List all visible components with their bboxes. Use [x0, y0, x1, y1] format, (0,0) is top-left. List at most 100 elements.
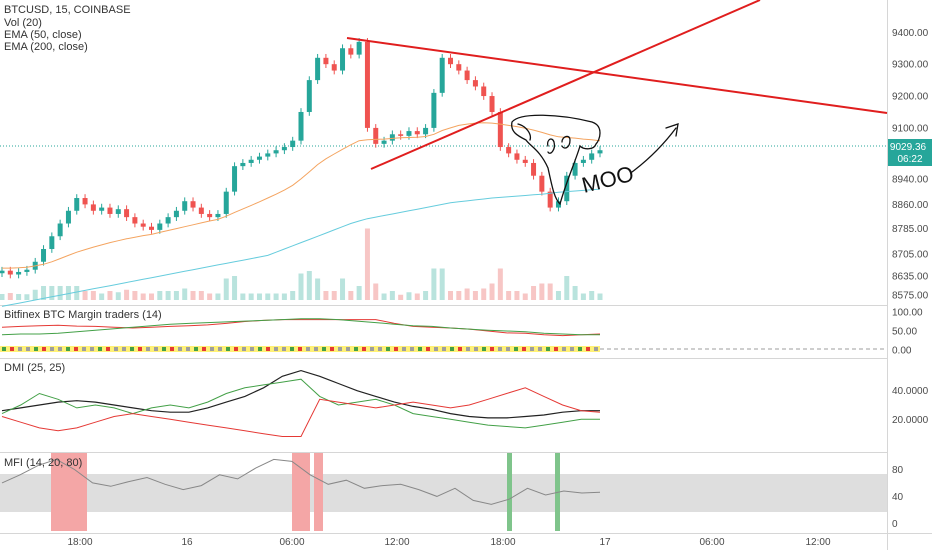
candle-body[interactable]: [16, 271, 22, 275]
candle-body[interactable]: [506, 147, 512, 154]
candle-body[interactable]: [398, 134, 404, 136]
candle-body[interactable]: [580, 159, 586, 163]
candle-body[interactable]: [265, 153, 271, 157]
candle-body[interactable]: [198, 207, 204, 214]
candle-body[interactable]: [589, 153, 595, 160]
candle-body[interactable]: [522, 159, 528, 163]
candle-body[interactable]: [472, 80, 478, 87]
candle-body[interactable]: [99, 207, 105, 211]
mfi-line[interactable]: [1, 458, 601, 505]
candle-body[interactable]: [489, 96, 495, 112]
candle-body[interactable]: [107, 207, 113, 214]
candle-body[interactable]: [348, 48, 354, 55]
candle-body[interactable]: [315, 57, 321, 81]
candle-body[interactable]: [248, 159, 254, 163]
symbol-title[interactable]: BTCUSD, 15, COINBASE: [4, 4, 131, 16]
dmi-minus-line[interactable]: [1, 387, 601, 437]
candle-body[interactable]: [456, 64, 462, 71]
candle-body[interactable]: [414, 131, 420, 135]
mfi-study-title[interactable]: MFI (14, 20, 80): [4, 457, 83, 469]
candle-body[interactable]: [0, 270, 5, 274]
candle-body[interactable]: [306, 80, 312, 112]
candle-body[interactable]: [7, 270, 13, 275]
candle-body[interactable]: [232, 166, 238, 192]
candle-body[interactable]: [65, 210, 71, 224]
candle-body[interactable]: [555, 201, 561, 208]
volume-bar: [32, 289, 38, 300]
candle-body[interactable]: [149, 226, 154, 230]
candle-body[interactable]: [572, 162, 578, 176]
candle-body[interactable]: [240, 162, 246, 167]
price-axis[interactable]: 9400.00 9300.00 9200.00 9100.00 8940.00 8860.…: [892, 28, 929, 530]
candle-body[interactable]: [281, 147, 287, 151]
volume-bar: [323, 291, 329, 300]
study-ema200[interactable]: EMA (200, close): [4, 41, 88, 53]
time-axis[interactable]: 18:00 16 06:00 12:00 18:00 17 06:00 12:00: [67, 537, 830, 548]
candle-body[interactable]: [90, 204, 96, 211]
hand-drawn-arrow[interactable]: [631, 123, 679, 173]
candle-body[interactable]: [373, 127, 379, 144]
candle-body[interactable]: [389, 134, 395, 141]
candle-body[interactable]: [381, 140, 387, 144]
candle-body[interactable]: [497, 111, 503, 148]
dmi-plus-line[interactable]: [1, 378, 600, 429]
candle-body[interactable]: [356, 41, 362, 55]
candle-body[interactable]: [290, 140, 296, 148]
volume-bar: [555, 291, 561, 300]
candles[interactable]: [0, 38, 603, 279]
ema200-line[interactable]: [1, 188, 601, 307]
candle-body[interactable]: [165, 217, 171, 224]
candle-body[interactable]: [448, 57, 453, 65]
candle-body[interactable]: [115, 209, 121, 214]
candle-body[interactable]: [431, 92, 437, 128]
study-ema50[interactable]: EMA (50, close): [4, 29, 82, 41]
candle-body[interactable]: [597, 150, 603, 154]
price-pane[interactable]: [0, 0, 887, 305]
candle-body[interactable]: [256, 156, 262, 160]
candle-body[interactable]: [82, 198, 88, 205]
candle-body[interactable]: [406, 131, 412, 136]
margin-study-title[interactable]: Bitfinex BTC Margin traders (14): [4, 309, 162, 321]
candle-body[interactable]: [124, 209, 130, 218]
candle-body[interactable]: [132, 217, 138, 224]
candle-body[interactable]: [223, 191, 229, 214]
descending-trendline[interactable]: [346, 37, 888, 114]
dmi-adx-line[interactable]: [1, 369, 600, 419]
hand-drawn-sketch[interactable]: [511, 114, 601, 206]
candle-body[interactable]: [173, 210, 179, 218]
candle-body[interactable]: [41, 249, 47, 262]
candle-body[interactable]: [140, 223, 146, 227]
candle-body[interactable]: [273, 150, 279, 154]
candle-body[interactable]: [423, 127, 429, 135]
margin-longs-line[interactable]: [1, 319, 601, 337]
candle-body[interactable]: [24, 269, 30, 272]
dmi-study-title[interactable]: DMI (25, 25): [4, 362, 66, 374]
candle-body[interactable]: [49, 236, 55, 250]
candle-body[interactable]: [439, 57, 445, 93]
candle-body[interactable]: [464, 70, 470, 81]
margin-shorts-line[interactable]: [1, 318, 600, 336]
candle-body[interactable]: [215, 213, 221, 218]
candle-body[interactable]: [364, 41, 370, 128]
candle-body[interactable]: [547, 191, 553, 208]
ascending-trendline[interactable]: [370, 0, 761, 170]
ema50-line[interactable]: [2, 122, 601, 269]
candle-body[interactable]: [298, 111, 304, 141]
study-vol[interactable]: Vol (20): [4, 17, 42, 29]
candle-body[interactable]: [514, 153, 520, 160]
candle-body[interactable]: [182, 201, 188, 211]
candle-body[interactable]: [190, 201, 196, 208]
candle-body[interactable]: [564, 175, 570, 202]
candle-body[interactable]: [331, 64, 337, 71]
candle-body[interactable]: [207, 213, 213, 218]
candle-body[interactable]: [531, 162, 537, 176]
dmi-pane[interactable]: [0, 359, 887, 452]
candle-body[interactable]: [157, 223, 163, 230]
candle-body[interactable]: [74, 198, 80, 211]
candle-body[interactable]: [539, 175, 545, 192]
candle-body[interactable]: [340, 48, 346, 71]
candle-body[interactable]: [323, 57, 329, 65]
candle-body[interactable]: [481, 86, 487, 97]
candle-body[interactable]: [57, 223, 63, 237]
